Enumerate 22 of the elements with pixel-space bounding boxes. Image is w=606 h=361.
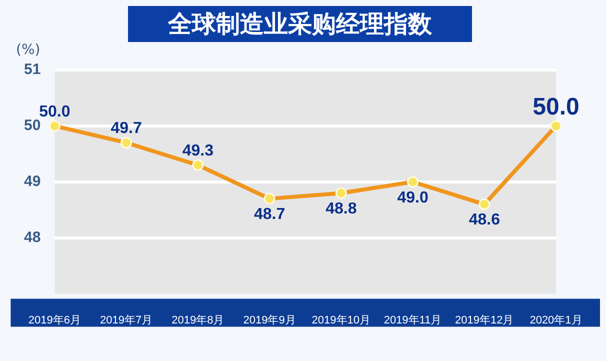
y-tick-label: 50 — [24, 117, 41, 134]
y-tick-label: 51 — [24, 61, 41, 78]
y-axis-title: (%) — [16, 42, 40, 58]
x-tick-label: 2019年6月 — [28, 314, 81, 326]
data-label: 49.7 — [110, 120, 142, 138]
x-tick-label: 2019年9月 — [243, 314, 296, 326]
chart-title: 全球制造业采购经理指数 — [128, 6, 472, 42]
x-tick-label: 2019年10月 — [312, 314, 371, 326]
data-label: 48.7 — [254, 206, 286, 224]
x-tick-label: 2019年12月 — [455, 314, 514, 326]
data-label: 50.0 — [39, 103, 70, 120]
x-tick-label: 2020年1月 — [530, 314, 582, 326]
data-label: 49.0 — [397, 189, 428, 206]
data-label: 48.6 — [468, 212, 500, 229]
data-label: 48.8 — [326, 200, 357, 218]
x-tick-label: 2019年7月 — [100, 314, 153, 326]
y-tick-label: 49 — [24, 173, 41, 190]
x-tick-label: 2019年8月 — [172, 314, 224, 326]
y-tick-label: 48 — [24, 228, 41, 246]
x-tick-label: 2019年11月 — [384, 314, 442, 326]
data-label: 50.0 — [532, 94, 580, 121]
data-label: 49.3 — [182, 142, 214, 160]
